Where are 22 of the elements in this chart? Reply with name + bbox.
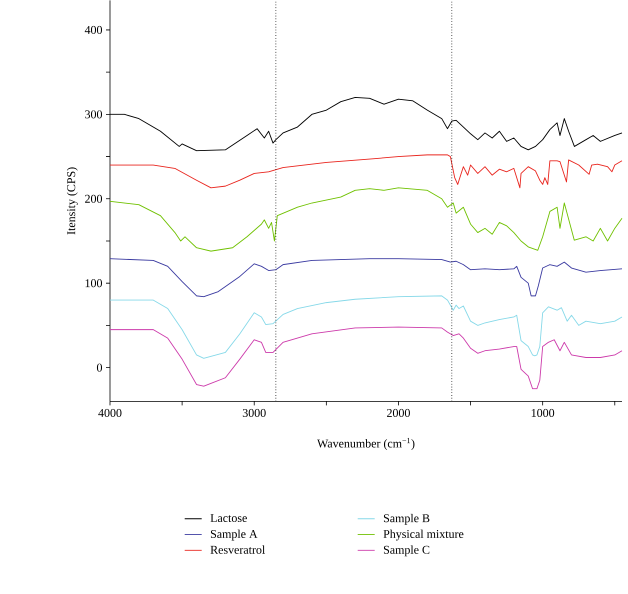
legend-label: Sample A [210, 529, 258, 540]
legend-label: Physical mixture [383, 529, 464, 540]
legend-label: Lactose [210, 514, 247, 522]
x-tick-label: 1000 [532, 408, 554, 417]
y-axis-title: Itensity (CPS) [66, 167, 78, 234]
x-tick-label: 4000 [98, 408, 122, 417]
x-tick-label: 3000 [242, 408, 266, 417]
legend-label: Sample C [384, 545, 430, 556]
line-series [110, 295, 622, 359]
line-series [110, 326, 622, 389]
y-tick-label: 100 [86, 278, 102, 288]
line-series [110, 258, 622, 297]
line-series [110, 154, 622, 188]
y-tick-label: 200 [85, 194, 102, 203]
x-tick-label: 2000 [387, 408, 410, 417]
y-tick-label: 300 [85, 110, 102, 118]
legend-label: Sample B [384, 514, 430, 525]
y-tick-label: 400 [84, 26, 102, 34]
y-tick-label: 0 [96, 363, 102, 372]
x-axis-title: Wavenumber (cm$^{−1}$) [317, 438, 414, 450]
legend-label: Resveratrol [210, 545, 266, 554]
line-series [110, 187, 622, 252]
